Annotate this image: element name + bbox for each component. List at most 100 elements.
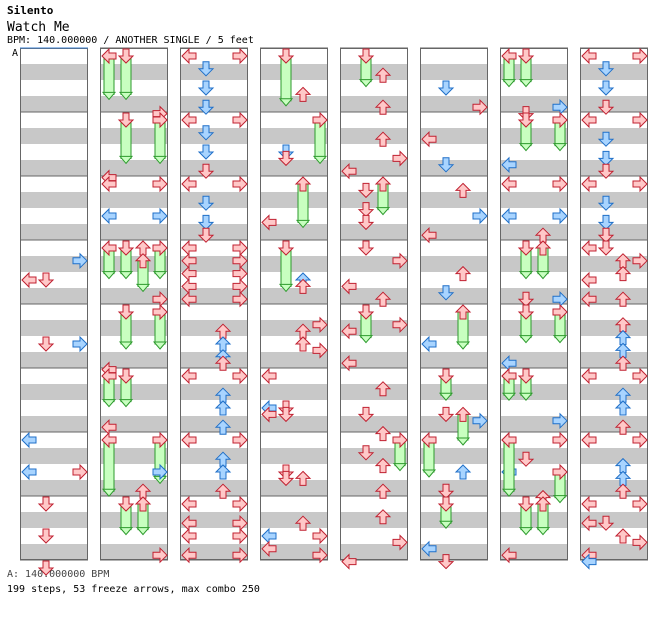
red-step-arrow	[581, 271, 597, 289]
beat-band	[420, 256, 488, 272]
beat-band	[580, 128, 648, 144]
beat-band	[180, 416, 248, 432]
red-step-arrow	[632, 111, 648, 129]
red-step-arrow	[261, 540, 277, 558]
red-step-arrow	[357, 214, 375, 231]
freeze-head-arrow	[277, 48, 295, 64]
freeze-head-arrow	[152, 303, 168, 321]
beat-band	[100, 288, 168, 304]
beat-band	[260, 416, 328, 432]
beat-band	[180, 160, 248, 176]
blue-step-arrow	[597, 195, 615, 211]
freeze-tail	[501, 79, 517, 88]
freeze-head-arrow	[517, 496, 535, 512]
red-step-arrow	[341, 278, 357, 295]
red-step-arrow	[37, 528, 55, 544]
beat-band	[500, 224, 568, 240]
red-step-arrow	[294, 336, 312, 352]
red-step-arrow	[261, 367, 277, 385]
beat-band	[420, 64, 488, 80]
beat-band	[420, 448, 488, 464]
blue-step-arrow	[214, 419, 232, 435]
beat-band	[420, 384, 488, 400]
freeze-head-arrow	[552, 111, 568, 129]
red-step-arrow	[632, 367, 648, 385]
red-step-arrow	[312, 546, 328, 564]
red-step-arrow	[214, 483, 232, 499]
column-border	[100, 48, 168, 560]
beat-band	[180, 512, 248, 528]
freeze-head-arrow	[134, 496, 152, 512]
beat-band	[180, 128, 248, 144]
red-step-arrow	[261, 214, 277, 231]
red-step-arrow	[312, 316, 328, 334]
red-step-arrow	[581, 47, 597, 65]
blue-step-arrow	[421, 540, 437, 558]
freeze-head-arrow	[552, 303, 568, 321]
freeze-tail	[278, 283, 294, 293]
red-step-arrow	[374, 425, 392, 442]
red-step-arrow	[501, 175, 517, 193]
red-step-arrow	[341, 354, 357, 372]
red-step-arrow	[614, 483, 632, 499]
red-step-arrow	[181, 431, 197, 449]
red-step-arrow	[581, 239, 597, 257]
chart-info: BPM: 140.000000 / ANOTHER SINGLE / 5 fee…	[7, 35, 254, 46]
beat-band	[260, 544, 328, 560]
beat-band	[340, 448, 408, 464]
red-step-arrow	[232, 367, 248, 385]
beat-band	[340, 256, 408, 272]
red-step-arrow	[632, 47, 648, 65]
red-step-arrow	[357, 406, 375, 423]
beat-band	[100, 416, 168, 432]
beat-band	[20, 320, 88, 336]
beat-band	[580, 352, 648, 368]
freeze-tail	[392, 463, 408, 472]
blue-step-arrow	[421, 335, 437, 353]
freeze-head-arrow	[277, 240, 295, 256]
freeze-tail	[552, 143, 568, 152]
red-step-arrow	[181, 546, 197, 564]
beat-band	[580, 224, 648, 240]
beat-band	[180, 544, 248, 560]
beat-band	[20, 96, 88, 112]
beat-band	[420, 160, 488, 176]
red-step-arrow	[374, 131, 392, 147]
beat-band	[100, 352, 168, 368]
beat-band	[500, 160, 568, 176]
freeze-tail	[535, 527, 551, 536]
red-step-arrow	[374, 99, 392, 115]
beat-band	[180, 64, 248, 80]
freeze-head-arrow	[374, 176, 392, 192]
freeze-head-arrow	[437, 496, 455, 512]
beat-band	[500, 544, 568, 560]
column-border	[500, 48, 568, 560]
red-step-arrow	[374, 291, 392, 307]
freeze-tail	[552, 495, 568, 504]
red-step-arrow	[614, 355, 632, 371]
red-step-arrow	[232, 527, 248, 545]
beat-band	[180, 192, 248, 208]
freeze-tail	[118, 341, 134, 350]
freeze-head-arrow	[501, 47, 517, 65]
freeze-head-arrow	[357, 48, 375, 64]
beat-band	[420, 96, 488, 112]
beat-band	[500, 416, 568, 432]
red-step-arrow	[232, 546, 248, 564]
freeze-head-arrow	[552, 463, 568, 481]
beat-band	[420, 224, 488, 240]
beat-band	[260, 128, 328, 144]
beat-band	[340, 352, 408, 368]
red-step-arrow	[152, 175, 168, 193]
red-step-arrow	[357, 240, 375, 256]
beat-band	[180, 256, 248, 272]
red-step-arrow	[614, 528, 632, 544]
red-step-arrow	[197, 163, 215, 179]
blue-step-arrow	[21, 463, 37, 481]
freeze-tail	[455, 437, 471, 446]
beat-band	[180, 448, 248, 464]
beat-band	[580, 256, 648, 272]
beat-band	[580, 480, 648, 496]
beat-band	[100, 192, 168, 208]
